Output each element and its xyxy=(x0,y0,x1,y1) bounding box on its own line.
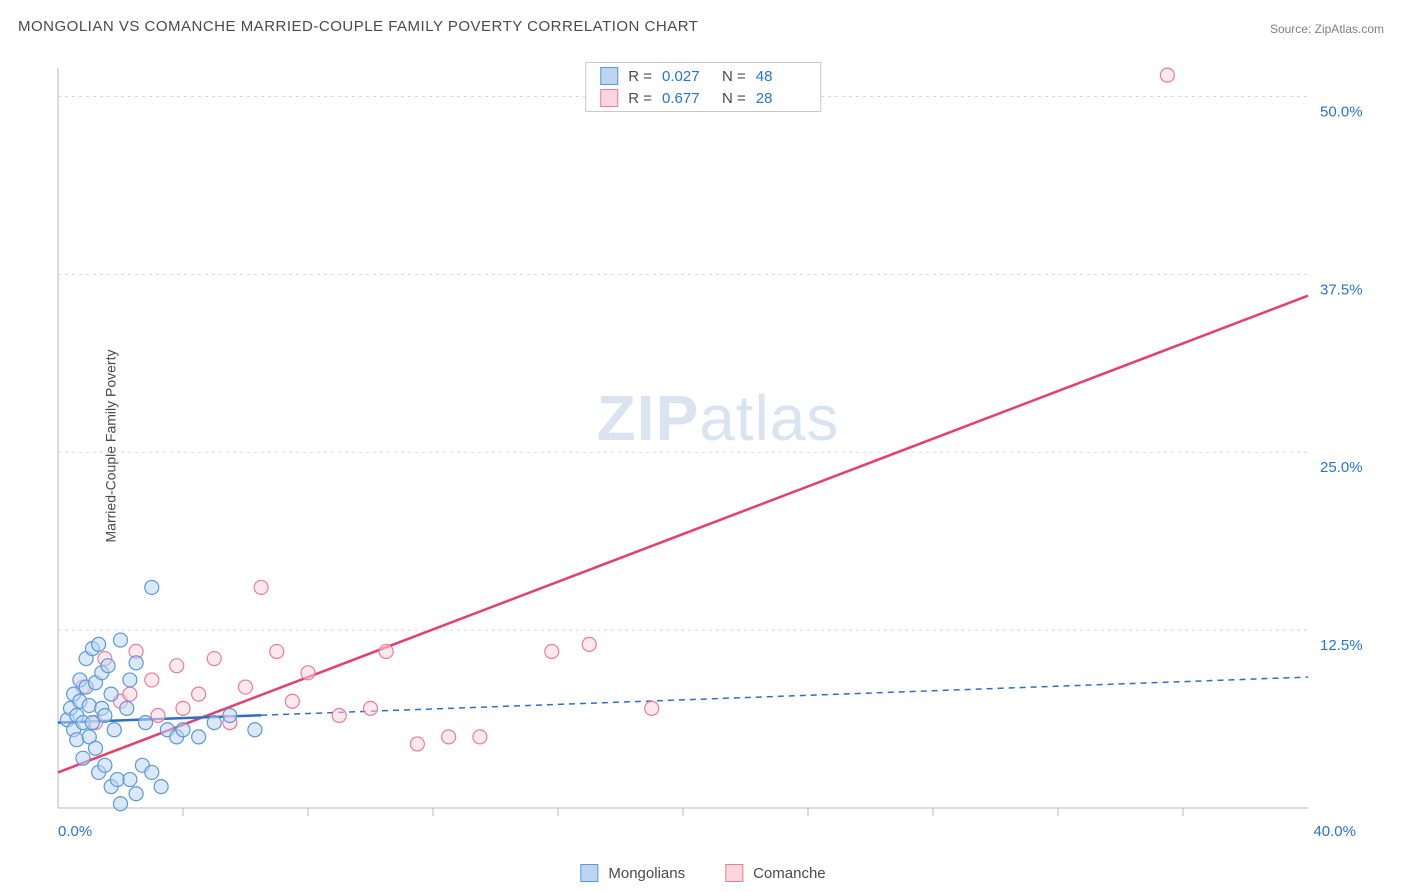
series-legend: Mongolians Comanche xyxy=(580,864,825,882)
swatch-pink-icon xyxy=(725,864,743,882)
svg-text:50.0%: 50.0% xyxy=(1320,103,1363,120)
source-credit: Source: ZipAtlas.com xyxy=(1270,22,1384,36)
svg-text:37.5%: 37.5% xyxy=(1320,281,1363,298)
swatch-blue-icon xyxy=(600,67,618,85)
stats-legend: R = 0.027 N = 48 R = 0.677 N = 28 xyxy=(585,62,821,112)
stats-row-pink: R = 0.677 N = 28 xyxy=(586,87,820,109)
source-prefix: Source: xyxy=(1270,22,1315,36)
legend-label: Comanche xyxy=(753,865,826,882)
n-label: N = xyxy=(722,68,746,85)
chart-title: MONGOLIAN VS COMANCHE MARRIED-COUPLE FAM… xyxy=(18,18,698,35)
swatch-pink-icon xyxy=(600,89,618,107)
r-label: R = xyxy=(628,90,652,107)
n-label: N = xyxy=(722,90,746,107)
legend-item-mongolians: Mongolians xyxy=(580,864,685,882)
source-link[interactable]: ZipAtlas.com xyxy=(1315,22,1384,36)
svg-text:12.5%: 12.5% xyxy=(1320,637,1363,654)
stats-row-blue: R = 0.027 N = 48 xyxy=(586,65,820,87)
r-value: 0.027 xyxy=(662,68,712,85)
n-value: 48 xyxy=(756,68,806,85)
r-value: 0.677 xyxy=(662,90,712,107)
n-value: 28 xyxy=(756,90,806,107)
swatch-blue-icon xyxy=(580,864,598,882)
svg-text:25.0%: 25.0% xyxy=(1320,459,1363,476)
chart-svg: 12.5% 25.0% 37.5% 50.0% 0.0% 40.0% xyxy=(48,58,1388,858)
svg-text:0.0%: 0.0% xyxy=(58,823,92,840)
chart-plot-area: ZIPatlas 12.5%25.0%37.5%50.0%0.0%40.0% xyxy=(48,58,1388,858)
legend-label: Mongolians xyxy=(608,865,685,882)
svg-text:40.0%: 40.0% xyxy=(1313,823,1356,840)
legend-item-comanche: Comanche xyxy=(725,864,826,882)
r-label: R = xyxy=(628,68,652,85)
